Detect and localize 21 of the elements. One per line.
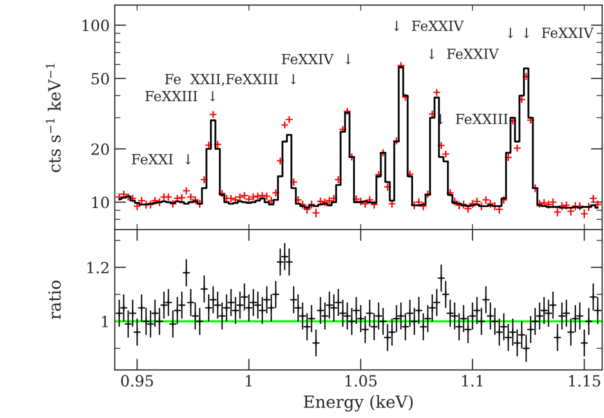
y-tick-label: 50 bbox=[92, 72, 109, 84]
x-tick-label: 1.15 bbox=[569, 375, 600, 387]
annotation: FeXXIV ↓ bbox=[282, 54, 351, 64]
y-axis-title: ratio bbox=[48, 280, 61, 320]
annotation: FeXXI ↓ bbox=[132, 154, 191, 165]
x-tick-label: 1.1 bbox=[462, 375, 482, 387]
annotation: ↓ FeXXIV bbox=[394, 20, 464, 32]
x-tick-label: 1.05 bbox=[346, 375, 377, 387]
y-tick-label: 100 bbox=[82, 20, 109, 32]
y-tick-label: 1.2 bbox=[87, 262, 108, 274]
y-tick-label: 10 bbox=[92, 196, 109, 208]
x-axis-title: Energy (keV) bbox=[304, 395, 413, 412]
annotation: FeXXIII ↓ bbox=[145, 91, 216, 102]
y-tick-label: 20 bbox=[91, 143, 109, 155]
y-axis-title: cts s$^{−1}$ keV$^{−1}$ bbox=[46, 64, 61, 172]
annotation: ↓ FeXXIV bbox=[428, 48, 499, 60]
x-tick-label: 0.95 bbox=[121, 375, 153, 387]
annotation: Fe XXII,FeXXIII ↓ bbox=[165, 74, 296, 86]
x-tick-label: 1 bbox=[246, 375, 252, 386]
y-tick-label: 1 bbox=[102, 316, 108, 328]
annotation: ↓ ↓ FeXXIV bbox=[508, 28, 594, 38]
